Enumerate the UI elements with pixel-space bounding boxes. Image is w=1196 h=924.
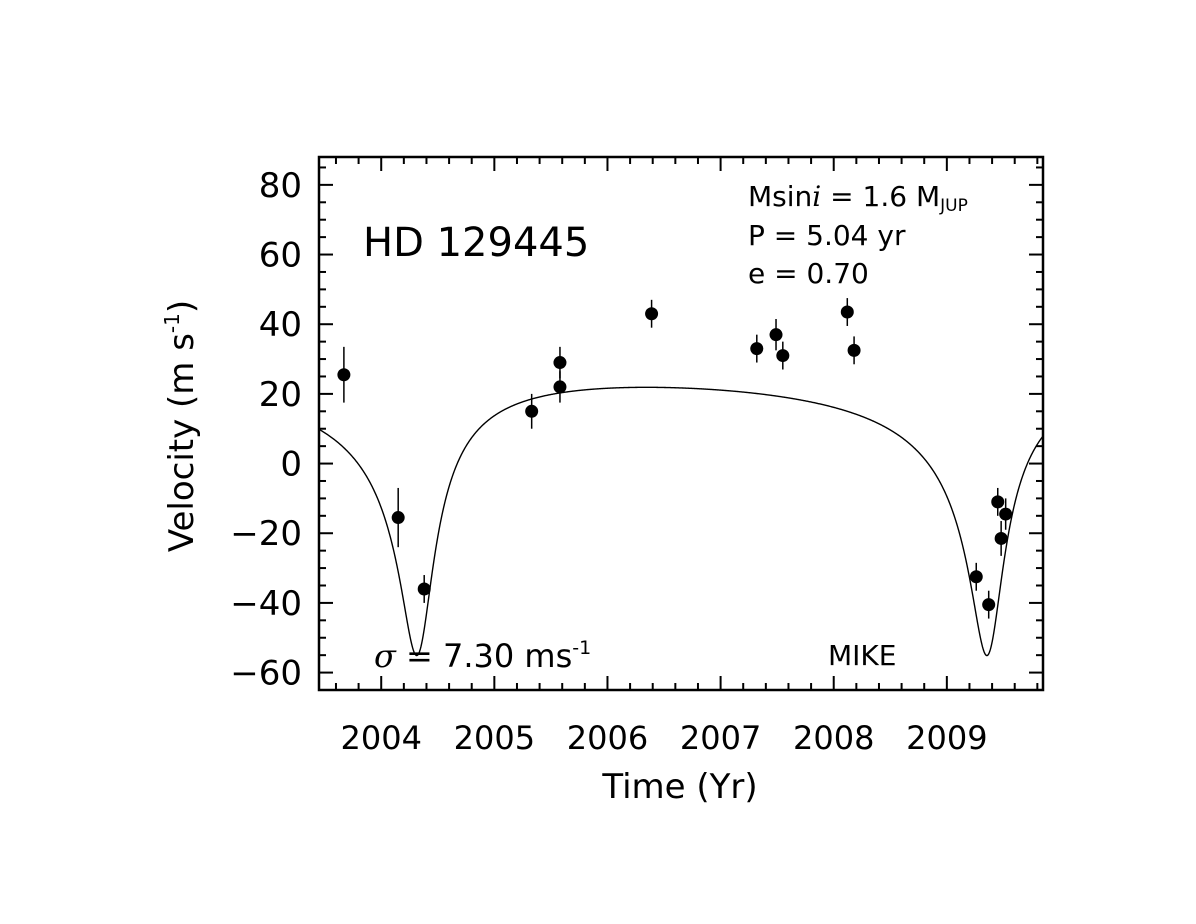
plot-frame xyxy=(317,155,1045,692)
data-point xyxy=(391,511,405,525)
data-point xyxy=(776,349,790,363)
eccentricity-annotation: e = 0.70 xyxy=(748,257,869,290)
y-tick-label: 0 xyxy=(280,445,302,485)
y-tick-label: 60 xyxy=(259,236,302,276)
y-tick-label: −20 xyxy=(230,514,302,554)
y-tick-label: 80 xyxy=(259,166,302,206)
fit-curve xyxy=(319,386,1043,657)
x-tick-label: 2005 xyxy=(454,719,535,757)
y-tick-label: −40 xyxy=(230,584,302,624)
data-point xyxy=(982,598,996,612)
x-tick-label: 2008 xyxy=(793,719,874,757)
data-point xyxy=(991,495,1005,509)
chart-title: HD 129445 xyxy=(363,220,589,266)
y-tick-label: −60 xyxy=(230,654,302,694)
x-tick-label: 2006 xyxy=(567,719,648,757)
period-annotation: P = 5.04 yr xyxy=(748,219,906,252)
y-tick-label: 20 xyxy=(259,375,302,415)
axis-ticks xyxy=(319,157,1043,691)
data-point xyxy=(769,328,783,342)
y-tick-label: 40 xyxy=(259,305,302,345)
data-point xyxy=(969,570,983,584)
data-point xyxy=(750,342,764,356)
x-tick-label: 2004 xyxy=(341,719,422,757)
y-axis-label: Velocity (m s-1) xyxy=(160,300,202,552)
data-point xyxy=(553,380,567,394)
tick-labels: 2004 2005 2006 2007 2008 2009 −60 −40 −20 0 20 40 60… xyxy=(230,166,987,757)
data-point xyxy=(645,307,659,321)
x-tick-label: 2009 xyxy=(906,719,987,757)
data-point xyxy=(840,305,854,319)
data-point xyxy=(525,404,539,418)
data-points xyxy=(337,298,1013,619)
msini-annotation: Msini = 1.6 MJUP xyxy=(748,180,968,216)
data-point xyxy=(417,582,431,596)
data-point xyxy=(337,368,351,382)
fit-curve-group xyxy=(319,386,1043,657)
data-point xyxy=(553,356,567,370)
data-point xyxy=(999,507,1013,521)
x-axis-label: Time (Yr) xyxy=(601,767,757,807)
data-point xyxy=(847,343,861,357)
sigma-annotation: σ = 7.30 ms-1 xyxy=(374,637,591,675)
instrument-label: MIKE xyxy=(828,639,896,672)
x-tick-label: 2007 xyxy=(680,719,761,757)
data-point xyxy=(994,531,1008,545)
